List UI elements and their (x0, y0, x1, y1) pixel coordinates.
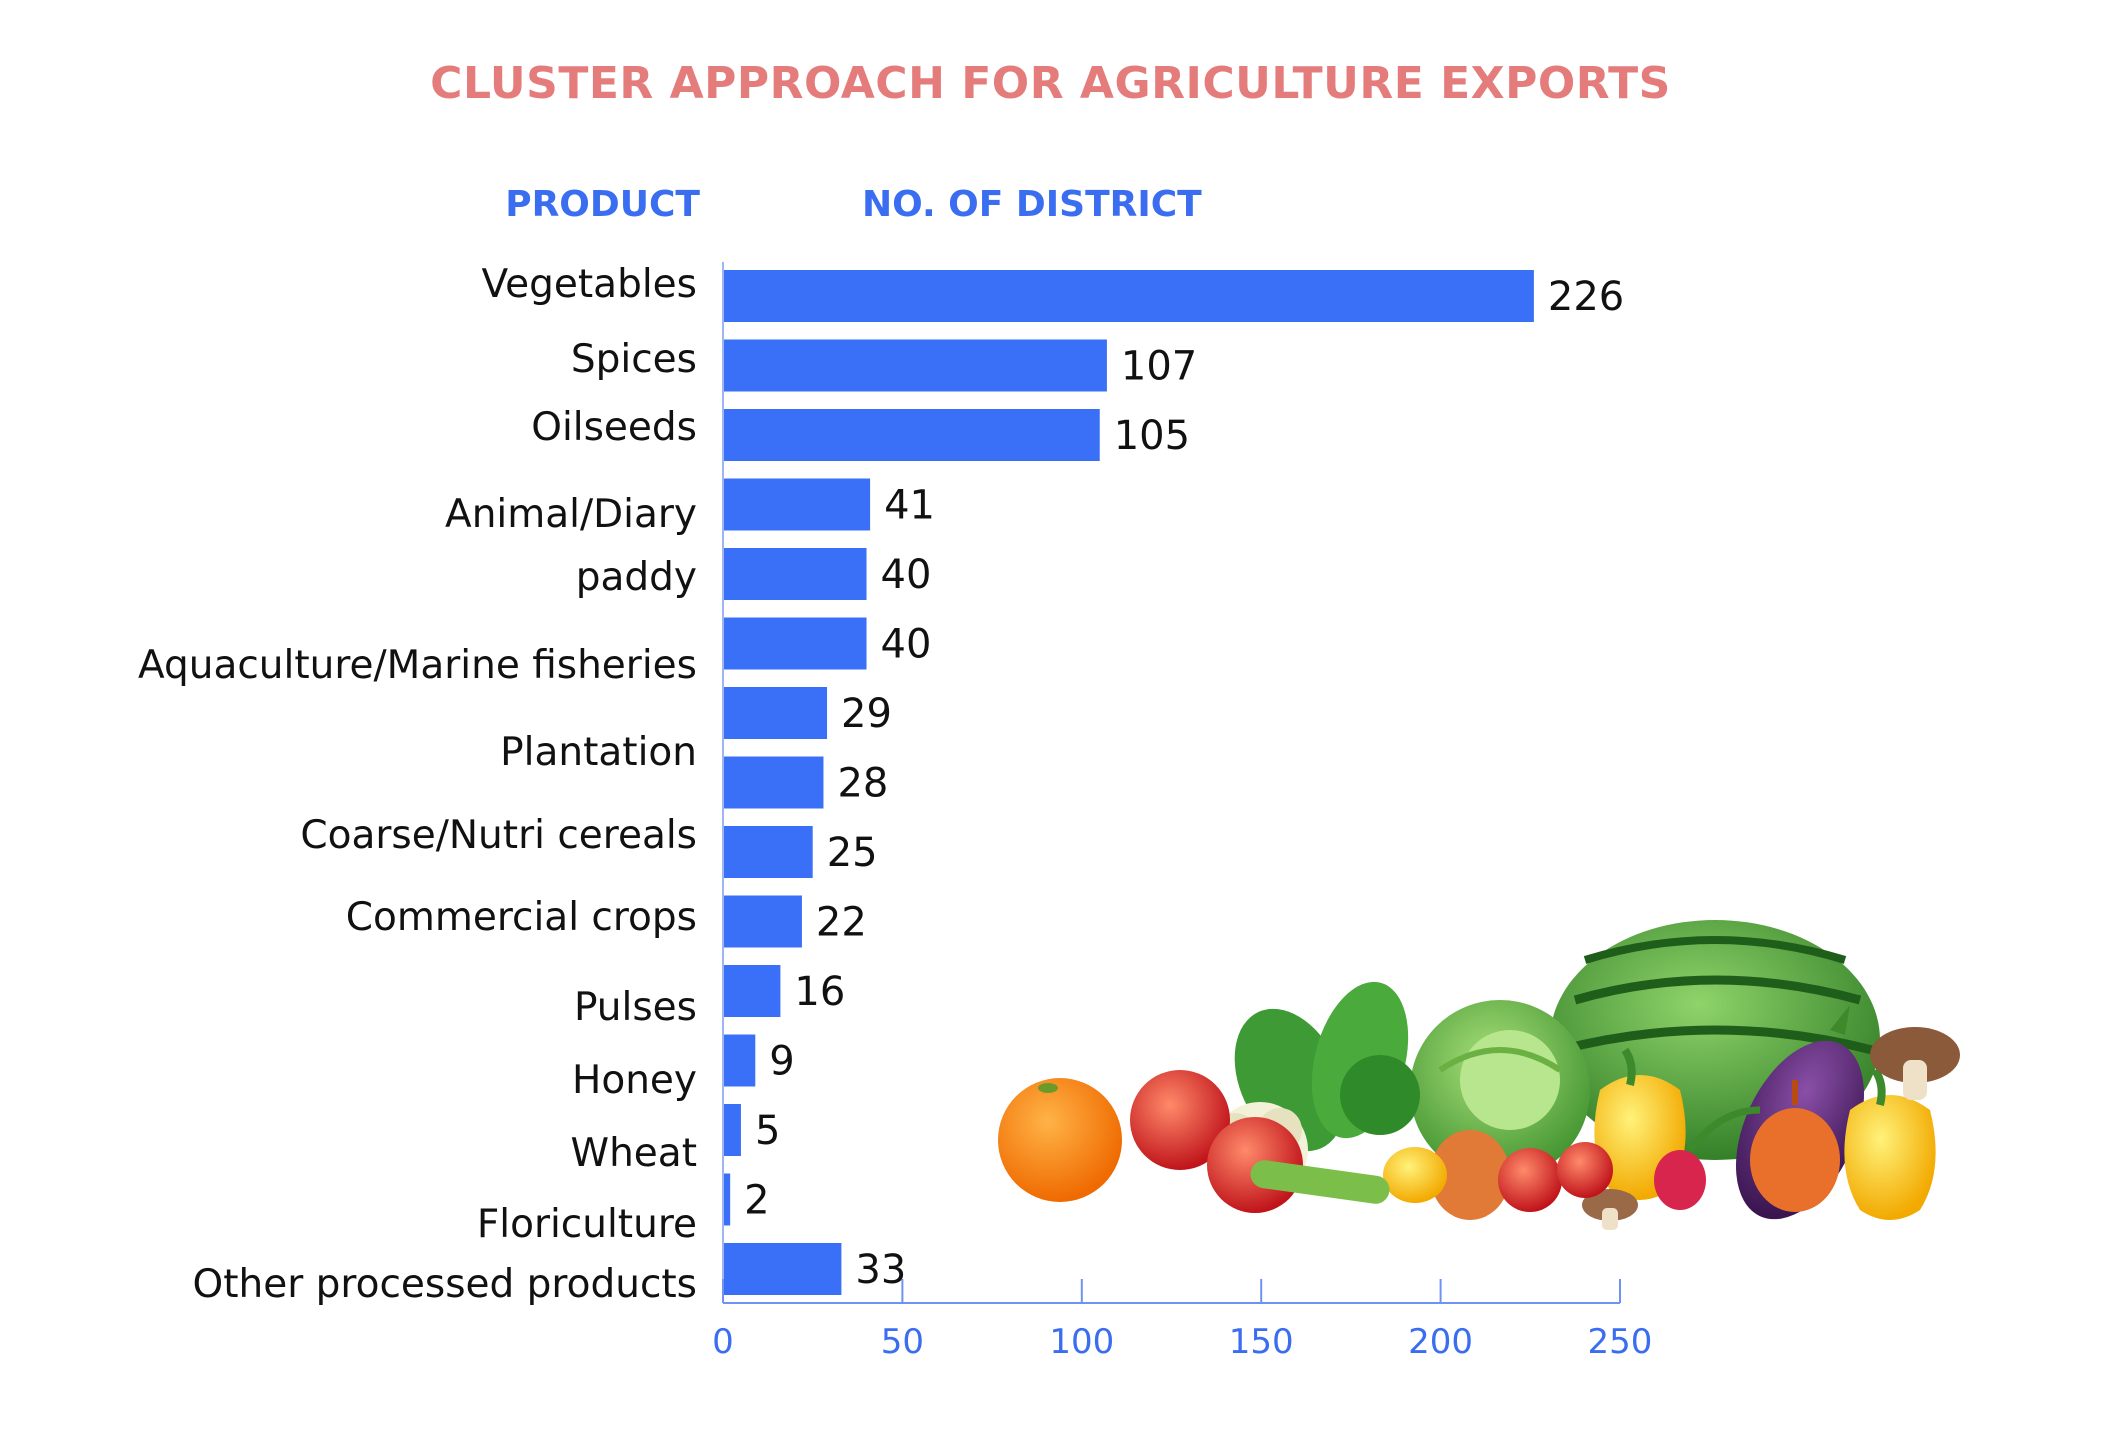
bar (723, 548, 867, 600)
value-label: 2 (744, 1178, 769, 1224)
value-label: 29 (841, 691, 892, 737)
bar (723, 1104, 741, 1156)
bar (723, 1034, 756, 1087)
value-label: 22 (816, 900, 867, 946)
district-column-header: NO. OF DISTRICT (862, 184, 1202, 225)
category-label: Spices (571, 337, 697, 382)
onion-icon (1430, 1080, 1840, 1220)
bar (723, 1243, 842, 1295)
bar (723, 339, 1107, 392)
category-label: Coarse/Nutri cereals (300, 813, 697, 858)
x-tick-label: 200 (1408, 1322, 1473, 1362)
value-label: 40 (881, 622, 932, 668)
x-tick-label: 250 (1588, 1322, 1653, 1362)
category-label: Pulses (574, 985, 697, 1030)
value-label: 5 (755, 1108, 780, 1154)
category-label: Other processed products (193, 1262, 697, 1307)
category-label: Vegetables (482, 262, 698, 307)
category-label: Aquaculture/Marine fisheries (138, 643, 697, 688)
category-label: Wheat (571, 1131, 697, 1176)
category-labels: Vegetables Spices Oilseeds Animal/Diary padd… (138, 262, 697, 1307)
bar (723, 687, 828, 739)
value-label: 16 (794, 969, 845, 1015)
bar (723, 965, 781, 1017)
bar (723, 756, 824, 809)
bar (723, 826, 813, 878)
lemon-icon (1383, 1147, 1447, 1203)
category-label: Honey (572, 1058, 697, 1103)
orange-icon (998, 1078, 1122, 1202)
category-label: Animal/Diary (445, 492, 697, 537)
x-tick-label: 150 (1229, 1322, 1294, 1362)
bar (723, 409, 1100, 461)
value-label: 28 (837, 761, 888, 807)
zucchini-icon (1250, 1160, 1390, 1204)
category-label: Oilseeds (531, 405, 697, 450)
chart-title: CLUSTER APPROACH FOR AGRICULTURE EXPORTS (430, 58, 1671, 109)
x-tick-label: 0 (712, 1322, 734, 1362)
value-labels: 226 107 105 41 40 40 29 28 25 22 169 5 2 33 (744, 274, 1624, 1293)
category-label: Plantation (500, 730, 697, 775)
value-label: 25 (827, 830, 878, 876)
vegetable-illustration (998, 920, 1960, 1230)
value-label: 40 (881, 552, 932, 598)
category-label: Commercial crops (346, 895, 697, 940)
x-tick-label: 100 (1049, 1322, 1114, 1362)
value-label: 41 (884, 483, 935, 529)
value-label: 107 (1121, 344, 1197, 390)
value-label: 105 (1114, 413, 1190, 459)
bar (723, 478, 871, 531)
product-column-header: PRODUCT (505, 184, 700, 225)
bar (723, 1173, 731, 1226)
mushroom-icon (1582, 1027, 1960, 1230)
radish-icon (1654, 1106, 1761, 1210)
x-tick-label: 50 (881, 1322, 924, 1362)
bars (723, 270, 1534, 1295)
category-label: paddy (576, 555, 697, 600)
bar (723, 270, 1534, 322)
bar (723, 617, 867, 670)
bar (723, 895, 802, 948)
category-label: Floriculture (477, 1202, 697, 1247)
value-label: 9 (769, 1039, 794, 1085)
value-label: 226 (1548, 274, 1624, 320)
value-label: 33 (855, 1247, 906, 1293)
x-axis: 0 50 100 150 200 250 (712, 262, 1652, 1362)
